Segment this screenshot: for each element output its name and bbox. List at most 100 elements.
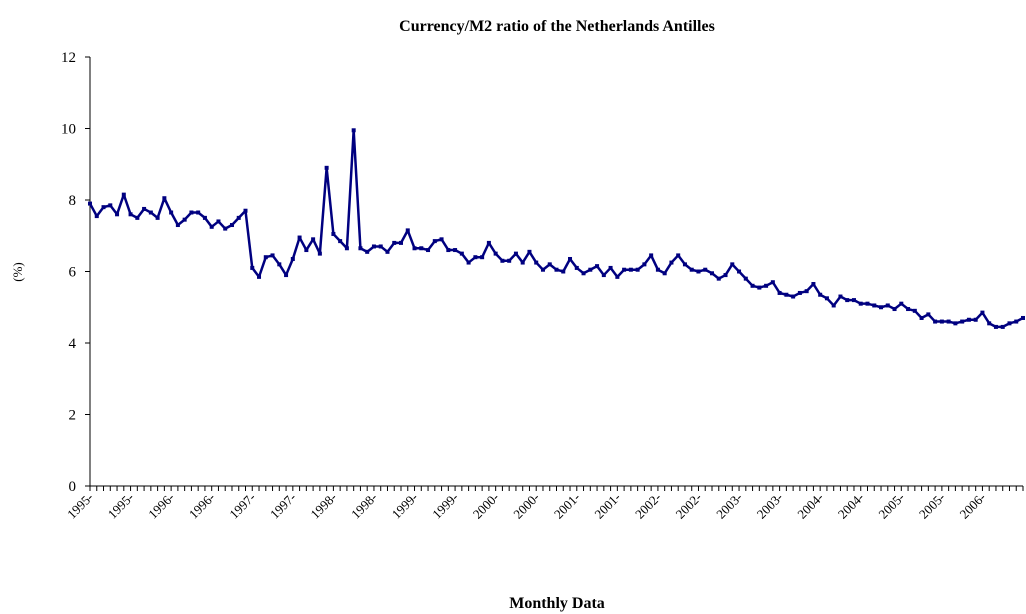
data-point [412, 246, 417, 251]
data-point [432, 239, 437, 244]
data-point [615, 274, 620, 279]
data-point [1007, 321, 1012, 326]
data-point [101, 205, 106, 210]
data-point [662, 271, 667, 276]
x-tick-label: 2003- [713, 490, 745, 522]
data-point [169, 210, 174, 215]
data-point [399, 240, 403, 245]
data-point [135, 215, 140, 220]
data-point [371, 244, 376, 249]
data-point [148, 210, 153, 215]
data-point [973, 317, 978, 322]
y-tick-label: 10 [61, 122, 76, 138]
data-point [703, 267, 708, 272]
data-point [554, 267, 559, 272]
data-point [622, 267, 627, 272]
data-point [581, 271, 586, 276]
data-point [189, 210, 194, 215]
data-point [128, 212, 133, 217]
data-point [710, 271, 714, 276]
x-tick-label: 1998- [307, 490, 339, 522]
x-tick-label: 2004- [794, 490, 826, 522]
data-point [872, 303, 877, 308]
data-point [750, 283, 755, 288]
data-point [723, 273, 728, 278]
data-point [94, 214, 99, 219]
x-tick-label: 1998- [348, 490, 380, 522]
data-point [838, 294, 843, 299]
data-point [419, 246, 424, 251]
data-point [811, 282, 816, 287]
data-point [223, 226, 228, 231]
data-point [879, 305, 884, 310]
data-point [513, 251, 518, 256]
data-point [534, 260, 539, 265]
x-tick-label: 2001- [551, 490, 583, 522]
data-point [885, 303, 890, 308]
x-tick-label: 2002- [673, 490, 705, 522]
x-tick-label: 1997- [267, 490, 299, 522]
data-point [277, 262, 282, 267]
data-point [966, 317, 971, 322]
y-tick-label: 0 [69, 479, 77, 495]
y-axis-label: (%) [10, 262, 25, 282]
data-point [676, 253, 681, 258]
data-point [385, 249, 390, 254]
data-point [831, 303, 836, 308]
data-point [980, 310, 985, 315]
data-point [202, 215, 207, 220]
data-point [730, 262, 735, 267]
data-point [797, 290, 802, 295]
data-point [960, 319, 965, 324]
data-point [351, 128, 356, 133]
y-tick-label: 4 [69, 336, 77, 352]
data-point [284, 273, 289, 278]
data-point [682, 262, 687, 267]
y-tick-label: 8 [69, 193, 77, 209]
data-point [115, 212, 120, 217]
data-point [236, 215, 241, 220]
x-tick-label: 2005- [916, 490, 948, 522]
x-tick-label: 2004- [835, 490, 867, 522]
data-point [953, 321, 958, 326]
data-point [486, 240, 491, 245]
data-point [304, 248, 309, 253]
data-point [946, 319, 951, 324]
data-point [365, 249, 370, 254]
data-point [568, 256, 573, 261]
data-point [824, 296, 829, 301]
data-point [459, 251, 464, 256]
data-point [649, 253, 654, 258]
data-point [257, 274, 262, 279]
x-tick-label: 1996- [186, 490, 218, 522]
x-tick-label: 1995- [105, 490, 137, 522]
data-point [595, 264, 600, 269]
data-point [933, 319, 938, 324]
x-tick-label: 2001- [591, 490, 623, 522]
data-point [216, 219, 221, 224]
data-point [142, 206, 147, 211]
data-point [209, 224, 214, 229]
data-point [358, 246, 363, 251]
data-point [108, 203, 113, 208]
data-point [628, 267, 633, 272]
x-axis-label: Monthly Data [509, 595, 605, 612]
data-point [270, 253, 275, 258]
data-point [378, 244, 383, 249]
data-point [250, 265, 255, 270]
x-tick-label: 2000- [510, 490, 542, 522]
x-tick-label: 2006- [956, 490, 988, 522]
data-point [892, 307, 897, 312]
data-point [175, 223, 180, 228]
data-point [987, 321, 992, 326]
data-point [642, 262, 647, 267]
data-point [338, 239, 343, 244]
data-point [743, 276, 748, 281]
y-tick-label: 12 [61, 50, 76, 66]
data-point [737, 269, 742, 274]
data-point [540, 267, 545, 272]
chart-title: Currency/M2 ratio of the Netherlands Ant… [399, 18, 715, 35]
data-point [757, 285, 762, 290]
data-point [919, 315, 924, 320]
